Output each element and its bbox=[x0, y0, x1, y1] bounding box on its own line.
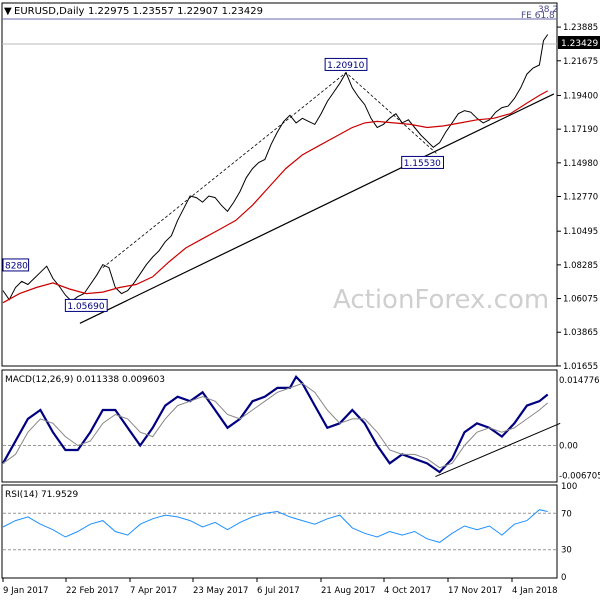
annotation-label: 8280 bbox=[5, 261, 28, 271]
price-annotations: 1.20910 1.15530 1.05690 8280 bbox=[2, 57, 445, 312]
macd-title: MACD(12,26,9) 0.011338 0.009603 bbox=[5, 375, 165, 385]
price-tick-label: 1.21675 bbox=[563, 57, 598, 67]
price-tick-label: 1.10495 bbox=[563, 227, 598, 237]
x-tick-label: 7 Apr 2017 bbox=[130, 586, 177, 596]
annotation-box bbox=[401, 155, 445, 169]
rsi-tick-label: 100 bbox=[561, 482, 577, 492]
price-tick-label: 1.19400 bbox=[563, 91, 598, 101]
price-tick-labels: 1.23885 1.21675 1.19400 1.17190 1.14980 1.127… bbox=[557, 23, 598, 372]
header-symbol: EURUSD,Daily bbox=[14, 6, 85, 17]
price-line bbox=[2, 34, 549, 302]
annotation-label: 1.15530 bbox=[404, 159, 441, 169]
price-tick-label: 1.12770 bbox=[563, 193, 598, 203]
header-ohlc: 1.22975 1.23557 1.22907 1.23429 bbox=[88, 6, 263, 17]
annotation-box bbox=[324, 57, 368, 71]
x-tick-label: 6 Jul 2017 bbox=[257, 586, 300, 596]
price-tick-label: 1.14980 bbox=[563, 159, 598, 169]
header-arrow: ▼ bbox=[4, 6, 12, 17]
macd-series-group bbox=[2, 374, 561, 478]
macd-panel-frame bbox=[1, 369, 558, 483]
price-tick-label: 1.03865 bbox=[563, 328, 598, 338]
annotation-box bbox=[64, 298, 108, 312]
last-price-label: 1.23429 bbox=[561, 39, 598, 49]
macd-tick-labels: 0.014776 0.00 -0.006705 bbox=[3, 376, 600, 481]
annotation-label: 1.05690 bbox=[67, 302, 104, 312]
watermark: ActionForex.com bbox=[333, 285, 549, 315]
macd-trendline-line bbox=[435, 422, 561, 478]
x-tick-label: 22 Feb 2017 bbox=[66, 586, 119, 596]
rsi-tick-label: 70 bbox=[561, 509, 572, 519]
x-tick-label: 4 Jan 2018 bbox=[512, 586, 558, 596]
price-series-group bbox=[2, 34, 555, 324]
rsi-title: RSI(14) 71.9529 bbox=[5, 490, 78, 500]
x-tick-label: 21 Aug 2017 bbox=[321, 586, 375, 596]
trendline-line bbox=[79, 93, 555, 324]
price-tick-label: 1.08285 bbox=[563, 261, 598, 271]
macd-line bbox=[2, 374, 549, 474]
x-tick-labels: 9 Jan 2017 22 Feb 2017 7 Apr 2017 23 May 20… bbox=[2, 578, 558, 596]
annotation-label: 1.20910 bbox=[327, 61, 364, 71]
x-tick-label: 17 Nov 2017 bbox=[448, 586, 502, 596]
rsi-line bbox=[2, 509, 548, 543]
price-tick-label: 1.06075 bbox=[563, 295, 598, 305]
rsi-series-group bbox=[2, 509, 548, 543]
fib-label: FE 61.8 bbox=[521, 11, 555, 21]
macd-tick-label: 0.014776 bbox=[559, 376, 600, 386]
x-tick-label: 23 May 2017 bbox=[193, 586, 248, 596]
price-tick-label: 1.17190 bbox=[563, 125, 598, 135]
x-tick-label: 9 Jan 2017 bbox=[3, 586, 49, 596]
macd-tick-label: 0.00 bbox=[559, 442, 578, 452]
last-price-badge bbox=[558, 36, 600, 49]
macd-tick-label: -0.006705 bbox=[559, 471, 600, 481]
price-panel-frame bbox=[1, 2, 558, 367]
rsi-tick-label: 30 bbox=[561, 546, 572, 556]
annotation-box bbox=[2, 258, 30, 272]
ma-line bbox=[2, 90, 548, 304]
dashed-line bbox=[102, 72, 438, 269]
rsi-panel-frame bbox=[1, 484, 558, 579]
price-tick-label: 1.01655 bbox=[563, 362, 598, 372]
rsi-tick-label: 0 bbox=[561, 573, 566, 583]
fib-value: 38.2 bbox=[538, 5, 558, 15]
signal-line bbox=[2, 382, 549, 469]
x-tick-label: 4 Oct 2017 bbox=[384, 586, 431, 596]
rsi-tick-labels: 100 70 30 0 bbox=[3, 482, 577, 583]
price-tick-label: 1.23885 bbox=[563, 23, 598, 33]
